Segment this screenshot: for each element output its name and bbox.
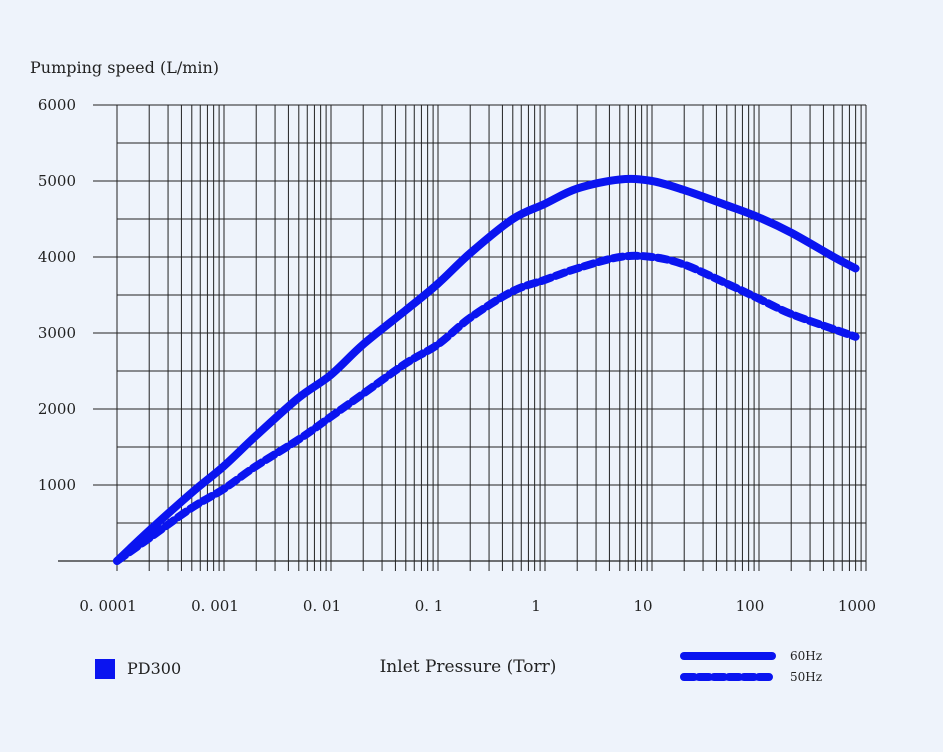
series-line-50hz [113, 251, 860, 565]
x-tick-label: 0. 01 [303, 597, 341, 615]
series-line-60hz [113, 174, 860, 565]
y-axis-label: Pumping speed (L/min) [30, 58, 219, 77]
x-tick-label: 0. 0001 [79, 597, 136, 615]
series-legend: 60Hz 50Hz [680, 649, 822, 684]
legend-label-50hz: 50Hz [790, 670, 822, 684]
x-tick-label: 100 [736, 597, 765, 615]
x-tick-label: 1000 [838, 597, 876, 615]
grid [58, 104, 867, 571]
y-tick-labels: 1000 2000 3000 4000 5000 6000 [38, 96, 76, 494]
y-tick-label: 4000 [38, 248, 76, 266]
x-tick-label: 0. 001 [191, 597, 239, 615]
x-axis-label: Inlet Pressure (Torr) [380, 657, 557, 677]
y-tick-label: 3000 [38, 324, 76, 342]
x-tick-label: 10 [633, 597, 652, 615]
y-tick-label: 2000 [38, 400, 76, 418]
legend-label-60hz: 60Hz [790, 649, 822, 663]
x-tick-label: 0. 1 [415, 597, 444, 615]
y-tick-label: 5000 [38, 172, 76, 190]
product-swatch [95, 659, 115, 679]
y-tick-label: 1000 [38, 476, 76, 494]
x-tick-labels: 0. 0001 0. 001 0. 01 0. 1 1 10 100 1000 [79, 597, 876, 615]
product-label: PD300 [127, 659, 181, 678]
x-tick-label: 1 [531, 597, 541, 615]
y-tick-label: 6000 [38, 96, 76, 114]
series-lines [113, 174, 860, 565]
